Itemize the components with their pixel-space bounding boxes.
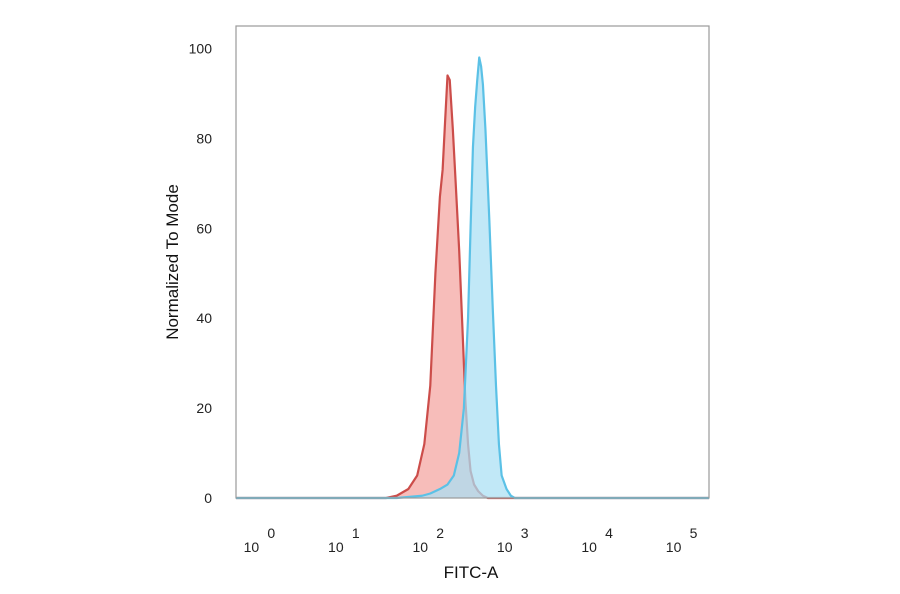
series-2-area — [236, 57, 709, 498]
x-tick-label: 10 — [244, 539, 260, 555]
x-tick-exponent: 5 — [690, 525, 698, 541]
plot-frame — [235, 25, 710, 499]
y-tick-label: 40 — [196, 310, 212, 326]
y-tick-label: 80 — [196, 130, 212, 146]
x-axis-label: FITC-A — [444, 563, 499, 582]
series-layer — [236, 56, 709, 500]
x-tick-exponent: 0 — [267, 525, 275, 541]
x-tick-exponent: 1 — [352, 525, 360, 541]
y-tick-label: 60 — [196, 220, 212, 236]
y-tick-label: 0 — [204, 490, 212, 506]
y-axis-ticks: 0 20 40 60 80 100 — [189, 40, 213, 506]
x-tick-exponent: 2 — [436, 525, 444, 541]
x-tick-label: 10 — [328, 539, 344, 555]
x-tick-exponent: 3 — [521, 525, 529, 541]
x-tick-label: 10 — [497, 539, 513, 555]
x-axis-ticks: 10 0 10 1 10 2 10 3 10 4 10 5 — [244, 525, 698, 555]
y-axis-label: Normalized To Mode — [163, 184, 182, 340]
x-tick-label: 10 — [412, 539, 428, 555]
y-tick-label: 20 — [196, 400, 212, 416]
series-2-line — [236, 56, 709, 500]
x-tick-label: 10 — [581, 539, 597, 555]
x-tick-label: 10 — [666, 539, 682, 555]
x-tick-exponent: 4 — [605, 525, 613, 541]
y-tick-label: 100 — [189, 40, 213, 56]
